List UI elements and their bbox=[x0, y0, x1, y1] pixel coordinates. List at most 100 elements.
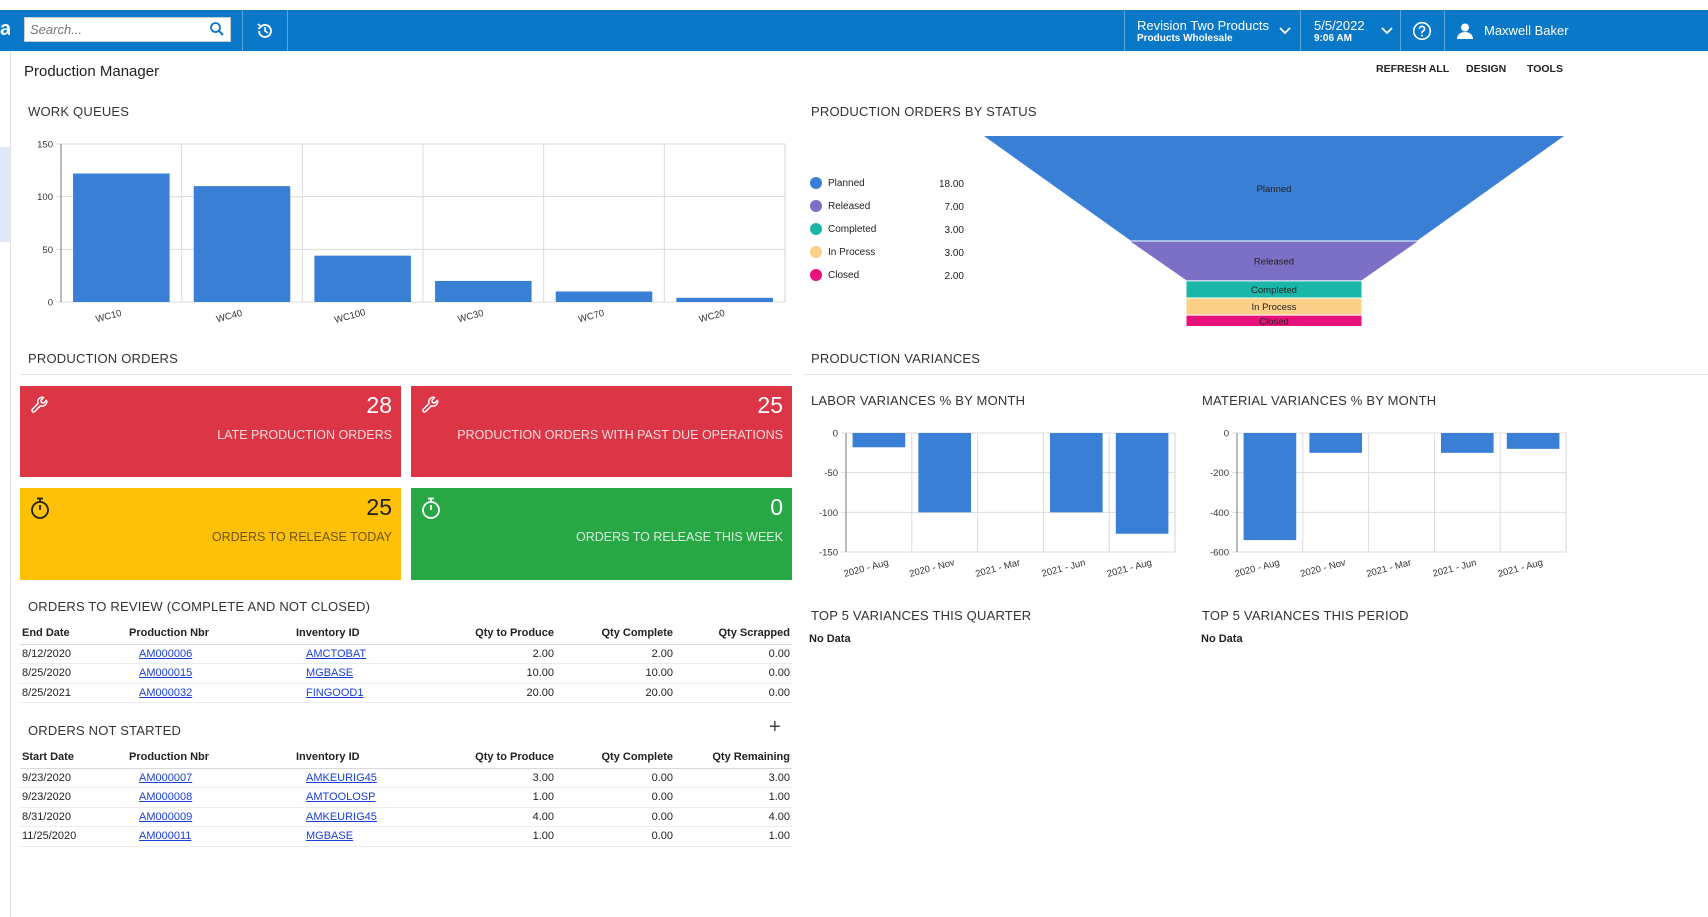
release-today-tile[interactable]: 25 ORDERS TO RELEASE TODAY bbox=[20, 488, 401, 580]
col-header[interactable]: Qty Complete bbox=[556, 622, 675, 645]
tools-button[interactable]: TOOLS bbox=[1527, 63, 1563, 75]
col-header[interactable]: Production Nbr bbox=[127, 746, 294, 769]
design-button[interactable]: DESIGN bbox=[1466, 63, 1507, 75]
legend-item[interactable]: Closed bbox=[810, 269, 859, 281]
bar[interactable] bbox=[555, 291, 653, 302]
inventory-id-link[interactable]: AMCTOBAT bbox=[306, 647, 367, 660]
legend-item[interactable]: Released bbox=[810, 200, 870, 212]
legend-value: 3.00 bbox=[944, 248, 964, 259]
table-row[interactable]: 9/23/2020 AM000007 AMKEURIG45 3.00 0.00 3.00 bbox=[20, 768, 792, 788]
top5-period-title: TOP 5 VARIANCES THIS PERIOD bbox=[1202, 608, 1409, 623]
tile-value: 25 bbox=[366, 494, 392, 520]
bar[interactable] bbox=[73, 173, 170, 302]
bar[interactable] bbox=[1115, 433, 1169, 534]
recent-history-button[interactable] bbox=[243, 10, 287, 51]
production-nbr-link[interactable]: AM000032 bbox=[139, 686, 193, 699]
inventory-id-link[interactable]: AMKEURIG45 bbox=[306, 771, 377, 784]
bar[interactable] bbox=[852, 433, 906, 448]
production-nbr-link[interactable]: AM000015 bbox=[139, 667, 193, 680]
company-selector[interactable]: Revision Two Products Products Wholesale bbox=[1137, 10, 1297, 51]
search-icon[interactable] bbox=[209, 21, 225, 37]
funnel-label: In Process bbox=[1252, 302, 1297, 313]
inventory-id-link[interactable]: MGBASE bbox=[306, 830, 354, 843]
legend-item[interactable]: Planned bbox=[810, 177, 865, 189]
toolbar-divider bbox=[1400, 10, 1401, 51]
toolbar-divider bbox=[242, 10, 243, 51]
inventory-id-link[interactable]: MGBASE bbox=[306, 667, 354, 680]
table-cell: 1.00 bbox=[434, 826, 556, 847]
bar[interactable] bbox=[918, 433, 972, 513]
production-nbr-link[interactable]: AM000008 bbox=[139, 791, 193, 804]
search-input[interactable] bbox=[25, 18, 205, 41]
bar[interactable] bbox=[1049, 433, 1103, 513]
toolbar-divider bbox=[1124, 10, 1125, 51]
col-header[interactable]: Qty Complete bbox=[556, 746, 675, 769]
app-logo[interactable]: a bbox=[0, 18, 10, 40]
bar[interactable] bbox=[1243, 433, 1297, 541]
bar[interactable] bbox=[1440, 433, 1494, 453]
search-box[interactable] bbox=[24, 17, 231, 42]
refresh-all-button[interactable]: REFRESH ALL bbox=[1376, 63, 1450, 75]
material-variances-title: MATERIAL VARIANCES % BY MONTH bbox=[1202, 393, 1437, 408]
labor-variances-chart: 0 -50 -100 -150 2020 - Aug 2020 - Nov 2021 - M… bbox=[819, 429, 1176, 580]
table-row[interactable]: 8/25/2021 AM000032 FINGOOD1 20.00 20.00 0.00 bbox=[20, 683, 792, 703]
bar[interactable] bbox=[193, 186, 291, 302]
funnel-segment[interactable] bbox=[1186, 298, 1362, 315]
production-nbr-link[interactable]: AM000007 bbox=[139, 771, 193, 784]
legend-label: Released bbox=[828, 200, 871, 212]
table-cell: 9/23/2020 bbox=[20, 787, 127, 808]
funnel-segment[interactable] bbox=[984, 136, 1564, 241]
funnel-label: Planned bbox=[1257, 184, 1292, 195]
nav-rail-highlight[interactable] bbox=[0, 147, 10, 242]
table-cell: 11/25/2020 bbox=[20, 826, 127, 847]
legend-item[interactable]: Completed bbox=[810, 223, 876, 235]
funnel-segment[interactable] bbox=[1186, 281, 1362, 298]
production-nbr-link[interactable]: AM000006 bbox=[139, 647, 193, 660]
table-row[interactable]: 8/12/2020 AM000006 AMCTOBAT 2.00 2.00 0.00 bbox=[20, 644, 792, 664]
add-button[interactable]: + bbox=[769, 716, 781, 738]
funnel-label: Closed bbox=[1259, 316, 1289, 327]
table-row[interactable]: 8/25/2020 AM000015 MGBASE 10.00 10.00 0.00 bbox=[20, 663, 792, 684]
x-tick-label: 2020 - Nov bbox=[1299, 557, 1347, 580]
business-date-selector[interactable]: 5/5/2022 9:06 AM bbox=[1314, 10, 1400, 51]
table-row[interactable]: 9/23/2020 AM000008 AMTOOLOSP 1.00 0.00 1.00 bbox=[20, 787, 792, 808]
table-cell: 0.00 bbox=[556, 787, 675, 808]
legend-value: 3.00 bbox=[944, 225, 964, 236]
table-row[interactable]: 11/25/2020 AM000011 MGBASE 1.00 0.00 1.00 bbox=[20, 826, 792, 847]
table-row[interactable]: 8/31/2020 AM000009 AMKEURIG45 4.00 0.00 4.00 bbox=[20, 807, 792, 827]
inventory-id-link[interactable]: AMKEURIG45 bbox=[306, 810, 377, 823]
inventory-id-link[interactable]: FINGOOD1 bbox=[306, 686, 364, 699]
funnel-segment[interactable] bbox=[1130, 241, 1418, 281]
bar[interactable] bbox=[435, 280, 532, 302]
orders-not-started-table: Start Date Production Nbr Inventory ID Q… bbox=[20, 746, 792, 847]
past-due-operations-tile[interactable]: 25 PRODUCTION ORDERS WITH PAST DUE OPERA… bbox=[411, 386, 792, 477]
col-header[interactable]: Inventory ID bbox=[294, 622, 434, 645]
inventory-id-link[interactable]: AMTOOLOSP bbox=[306, 791, 376, 804]
release-this-week-tile[interactable]: 0 ORDERS TO RELEASE THIS WEEK bbox=[411, 488, 792, 580]
funnel-segment[interactable] bbox=[1186, 315, 1362, 326]
col-header[interactable]: End Date bbox=[20, 622, 127, 645]
table-cell: 0.00 bbox=[556, 826, 675, 847]
bar[interactable] bbox=[676, 297, 773, 302]
col-header[interactable]: Inventory ID bbox=[294, 746, 434, 769]
table-cell: 20.00 bbox=[434, 683, 556, 703]
bar[interactable] bbox=[1506, 433, 1560, 449]
production-nbr-link[interactable]: AM000011 bbox=[139, 830, 192, 843]
user-name: Maxwell Baker bbox=[1484, 23, 1569, 38]
table-header-row: End Date Production Nbr Inventory ID Qty… bbox=[20, 622, 792, 645]
help-button[interactable] bbox=[1412, 10, 1436, 51]
bar[interactable] bbox=[1309, 433, 1363, 453]
legend-item[interactable]: In Process bbox=[810, 246, 875, 258]
col-header[interactable]: Qty to Produce bbox=[434, 622, 556, 645]
user-menu[interactable]: Maxwell Baker bbox=[1456, 10, 1708, 51]
col-header[interactable]: Start Date bbox=[20, 746, 127, 769]
col-header[interactable]: Production Nbr bbox=[127, 622, 294, 645]
col-header[interactable]: Qty Scrapped bbox=[675, 622, 792, 645]
table-cell: 8/25/2020 bbox=[20, 663, 127, 684]
col-header[interactable]: Qty to Produce bbox=[434, 746, 556, 769]
col-header[interactable]: Qty Remaining bbox=[675, 746, 792, 769]
top5-quarter-title: TOP 5 VARIANCES THIS QUARTER bbox=[811, 608, 1032, 623]
late-orders-tile[interactable]: 28 LATE PRODUCTION ORDERS bbox=[20, 386, 401, 477]
production-nbr-link[interactable]: AM000009 bbox=[139, 810, 193, 823]
bar[interactable] bbox=[314, 255, 411, 302]
